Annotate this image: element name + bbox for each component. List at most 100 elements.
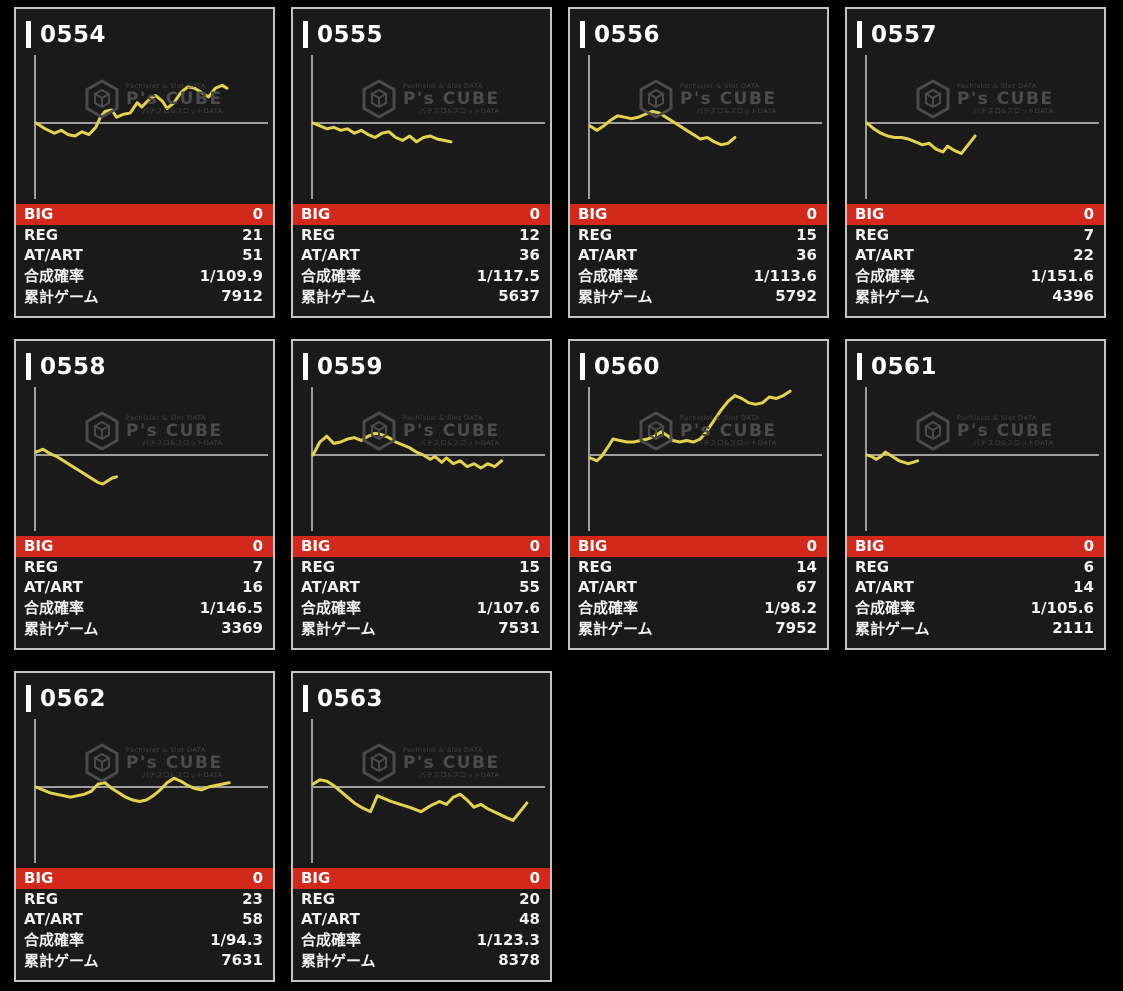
total-games-label: 累計ゲーム <box>855 619 930 638</box>
at-art-label: AT/ART <box>301 910 360 929</box>
rate-value: 1/123.3 <box>476 930 540 949</box>
big-label: BIG <box>578 205 608 224</box>
header-marker-bar <box>26 353 31 380</box>
slump-chart-svg <box>34 387 268 531</box>
reg-value: 7 <box>1083 225 1094 244</box>
at-art-value: 51 <box>242 246 263 265</box>
slump-graph: Pachislot & Slot DATA P's CUBE パチスロ&スロット… <box>311 53 547 201</box>
stat-row-rate: 合成確率 1/123.3 <box>293 930 550 951</box>
big-label: BIG <box>301 205 331 224</box>
at-art-value: 48 <box>519 910 540 929</box>
stat-row-big: BIG 0 <box>293 868 550 889</box>
rate-label: 合成確率 <box>301 599 362 618</box>
reg-value: 15 <box>796 225 817 244</box>
reg-value: 12 <box>519 225 540 244</box>
big-label: BIG <box>24 205 54 224</box>
reg-value: 6 <box>1083 557 1094 576</box>
at-art-label: AT/ART <box>578 578 637 597</box>
machine-card[interactable]: 0558 Pachislot & Slot DATA P's CUBE パチスロ… <box>14 339 275 650</box>
reg-label: REG <box>301 889 336 908</box>
header-marker-bar <box>857 21 862 48</box>
total-games-label: 累計ゲーム <box>301 287 376 306</box>
total-games-value: 7912 <box>221 287 263 306</box>
machine-number: 0562 <box>40 685 107 712</box>
big-label: BIG <box>301 869 331 888</box>
payout-line <box>34 447 118 486</box>
stat-row-rate: 合成確率 1/146.5 <box>16 598 273 619</box>
stat-row-reg: REG 21 <box>16 225 273 246</box>
stats-table: BIG 0 REG 20 AT/ART 48 合成確率 1/123.3 累計ゲー… <box>293 868 550 971</box>
slump-graph: Pachislot & Slot DATA P's CUBE パチスロ&スロット… <box>311 717 547 865</box>
machine-card[interactable]: 0560 Pachislot & Slot DATA P's CUBE パチスロ… <box>568 339 829 650</box>
slump-chart-svg <box>865 387 1099 531</box>
stat-row-at-art: AT/ART 16 <box>16 577 273 598</box>
stats-table: BIG 0 REG 12 AT/ART 36 合成確率 1/117.5 累計ゲー… <box>293 204 550 307</box>
total-games-value: 8378 <box>498 951 540 970</box>
rate-label: 合成確率 <box>24 931 85 950</box>
machine-card[interactable]: 0555 Pachislot & Slot DATA P's CUBE パチスロ… <box>291 7 552 318</box>
total-games-value: 7952 <box>775 619 817 638</box>
stat-row-rate: 合成確率 1/105.6 <box>847 598 1104 619</box>
stats-table: BIG 0 REG 21 AT/ART 51 合成確率 1/109.9 累計ゲー… <box>16 204 273 307</box>
card-header: 0560 <box>570 341 827 383</box>
machine-card[interactable]: 0561 Pachislot & Slot DATA P's CUBE パチスロ… <box>845 339 1106 650</box>
at-art-value: 36 <box>796 246 817 265</box>
big-value: 0 <box>252 869 263 888</box>
stat-row-total-games: 累計ゲーム 8378 <box>293 950 550 971</box>
total-games-value: 4396 <box>1052 287 1094 306</box>
stat-row-reg: REG 15 <box>570 225 827 246</box>
stats-table: BIG 0 REG 14 AT/ART 67 合成確率 1/98.2 累計ゲーム… <box>570 536 827 639</box>
at-art-label: AT/ART <box>855 246 914 265</box>
total-games-label: 累計ゲーム <box>301 951 376 970</box>
rate-value: 1/98.2 <box>764 598 817 617</box>
stat-row-rate: 合成確率 1/151.6 <box>847 266 1104 287</box>
header-marker-bar <box>26 685 31 712</box>
slump-chart-svg <box>311 387 545 531</box>
reg-value: 7 <box>252 557 263 576</box>
stats-table: BIG 0 REG 7 AT/ART 16 合成確率 1/146.5 累計ゲーム… <box>16 536 273 639</box>
payout-line <box>34 776 231 803</box>
total-games-value: 3369 <box>221 619 263 638</box>
stat-row-total-games: 累計ゲーム 4396 <box>847 286 1104 307</box>
machine-card[interactable]: 0556 Pachislot & Slot DATA P's CUBE パチスロ… <box>568 7 829 318</box>
stat-row-total-games: 累計ゲーム 5637 <box>293 286 550 307</box>
slump-graph: Pachislot & Slot DATA P's CUBE パチスロ&スロット… <box>34 717 270 865</box>
slump-chart-svg <box>34 55 268 199</box>
stat-row-at-art: AT/ART 22 <box>847 245 1104 266</box>
stat-row-total-games: 累計ゲーム 7912 <box>16 286 273 307</box>
slump-graph: Pachislot & Slot DATA P's CUBE パチスロ&スロット… <box>588 385 824 533</box>
stat-row-reg: REG 12 <box>293 225 550 246</box>
machine-card[interactable]: 0554 Pachislot & Slot DATA P's CUBE パチスロ… <box>14 7 275 318</box>
card-header: 0556 <box>570 9 827 51</box>
payout-line <box>865 121 977 155</box>
machine-card[interactable]: 0559 Pachislot & Slot DATA P's CUBE パチスロ… <box>291 339 552 650</box>
big-value: 0 <box>529 537 540 556</box>
total-games-label: 累計ゲーム <box>24 287 99 306</box>
stat-row-total-games: 累計ゲーム 7631 <box>16 950 273 971</box>
stat-row-reg: REG 14 <box>570 557 827 578</box>
stats-table: BIG 0 REG 15 AT/ART 36 合成確率 1/113.6 累計ゲー… <box>570 204 827 307</box>
card-header: 0555 <box>293 9 550 51</box>
stat-row-at-art: AT/ART 55 <box>293 577 550 598</box>
payout-line <box>34 83 229 138</box>
card-header: 0554 <box>16 9 273 51</box>
machine-number: 0555 <box>317 21 384 48</box>
stat-row-at-art: AT/ART 48 <box>293 909 550 930</box>
total-games-label: 累計ゲーム <box>301 619 376 638</box>
machine-card[interactable]: 0562 Pachislot & Slot DATA P's CUBE パチスロ… <box>14 671 275 982</box>
slump-graph: Pachislot & Slot DATA P's CUBE パチスロ&スロット… <box>865 385 1101 533</box>
machine-number: 0561 <box>871 353 938 380</box>
big-value: 0 <box>806 537 817 556</box>
stat-row-rate: 合成確率 1/113.6 <box>570 266 827 287</box>
slump-graph: Pachislot & Slot DATA P's CUBE パチスロ&スロット… <box>865 53 1101 201</box>
machine-card[interactable]: 0557 Pachislot & Slot DATA P's CUBE パチスロ… <box>845 7 1106 318</box>
big-value: 0 <box>1083 205 1094 224</box>
rate-label: 合成確率 <box>855 599 916 618</box>
big-value: 0 <box>1083 537 1094 556</box>
stat-row-total-games: 累計ゲーム 7531 <box>293 618 550 639</box>
machine-card[interactable]: 0563 Pachislot & Slot DATA P's CUBE パチスロ… <box>291 671 552 982</box>
stat-row-big: BIG 0 <box>16 204 273 225</box>
slump-graph: Pachislot & Slot DATA P's CUBE パチスロ&スロット… <box>588 53 824 201</box>
machine-number: 0560 <box>594 353 661 380</box>
